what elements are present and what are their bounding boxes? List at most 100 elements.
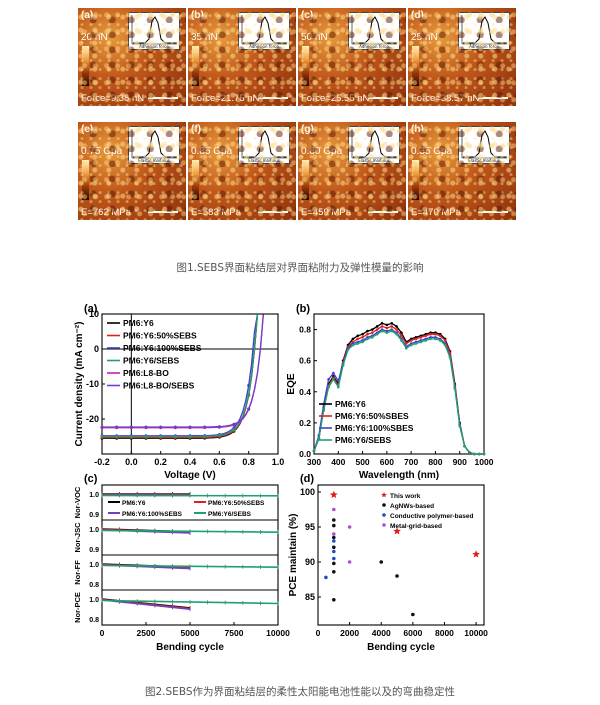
jv-marker [232,428,236,432]
legend-label: PM6:Y6 [335,399,366,409]
eqe-marker [468,451,471,454]
jv-curve [102,313,259,438]
eqe-marker [409,339,413,342]
eqe-marker [327,385,330,389]
x-tick-label: 300 [307,457,321,467]
x-tick-label: -0.2 [94,457,110,467]
y-tick-label: 85 [305,592,315,602]
y-axis-label: EQE [286,373,297,394]
eqe-marker [370,328,374,331]
y-axis-label: Current density (mA cm⁻²) [74,322,85,447]
data-point [411,612,415,617]
y-tick-label: -20 [86,414,99,424]
eqe-marker [385,331,389,334]
data-point [395,574,399,578]
colorbar [412,46,419,86]
histogram-inset: Adhesion force [348,12,400,50]
legend-label: PM6:Y6:100%SBES [335,423,414,433]
data-point [324,575,328,580]
eqe-marker [434,337,437,341]
x-tick-label: 0.4 [184,457,197,467]
figure2: -0.2 0.0 0.2 0.4 0.6 0.8 1.0 -20 -10 0 10 Voltage (… [73,303,494,653]
y-tick-label: 0.8 [89,582,99,589]
jv-marker [115,425,119,429]
data-point [332,535,336,540]
chart-b-eqe: 300 400 500 600 700 800 900 1000 0.0 0.2 0.4 0.6 0.8… [286,303,494,481]
jv-marker [188,434,192,438]
panel-label: (c) [84,473,98,485]
jv-marker [232,422,236,426]
row-axis-label: Nor-JSC [73,522,82,553]
eqe-marker [356,337,360,341]
eqe-marker [356,342,360,345]
chart-d-pce-maintain: 0 2000 4000 6000 8000 10000 85 90 95 100 Bending c… [288,473,488,653]
panel-value: E=459 MPa [301,207,351,218]
data-point [332,598,336,602]
y-tick-label: 100 [300,487,315,497]
eqe-marker [458,424,462,428]
afm-panel: (b) 35 nN Force=21.75 nN Adhesion force [188,8,296,106]
legend-label: PM6:Y6:100%SEBS [122,511,183,518]
data-point-star [330,490,338,498]
colorbar-scale: 0.85 Gpa [191,146,233,157]
legend-label: PM6:Y6:50%SBES [335,411,409,421]
data-point [347,525,352,529]
panel-value: E=762 MPa [81,207,131,218]
eqe-marker [409,343,413,347]
eqe-marker [443,343,447,347]
eqe-marker [443,339,447,342]
x-tick-label: 600 [380,457,394,467]
afm-panel: (c) 50 nN Force=25.55 nN Adhesion force [298,8,406,106]
y-tick-label: 1.0 [89,597,99,604]
eqe-marker [317,437,321,440]
x-tick-label: 4000 [372,628,391,638]
eqe-marker [414,337,418,341]
eqe-marker [395,325,398,328]
inset-axis-label: Elastic modulus [468,158,500,163]
y-tick-label: 0.9 [89,512,99,519]
figure2-caption: 图2.SEBS作为界面粘结层的柔性太阳能电池性能以及的弯曲稳定性 [145,686,455,698]
inset-axis-label: Elastic modulus [358,158,390,163]
eqe-marker [341,364,345,367]
eqe-marker [482,452,486,456]
y-tick-label: 0.4 [299,387,311,397]
x-tick-label: 1.0 [272,457,285,467]
legend-marker [382,503,386,507]
colorbar-scale: 0.75 Gpa [81,146,123,157]
x-tick-label: 400 [331,457,345,467]
eqe-marker [346,348,350,352]
eqe-marker [414,342,418,345]
scale-bar [148,211,178,213]
data-point [332,523,336,528]
eqe-marker [322,409,326,412]
jv-marker [159,434,163,438]
eqe-marker [424,334,428,338]
eqe-marker [366,337,369,341]
data-point [332,556,336,561]
jv-marker [144,425,148,429]
data-point [332,549,336,554]
inset-axis-label: Elastic modulus [248,158,280,163]
legend-marker [382,513,386,517]
colorbar [192,160,199,200]
colorbar [82,46,89,86]
histogram-inset: Elastic modulus [238,126,290,164]
panel-label: (d) [300,473,314,485]
eqe-marker [380,325,384,328]
inset-axis-label: Adhesion force [359,44,389,49]
legend-label: PM6:Y6 [123,318,154,328]
x-tick-label: 6000 [403,628,422,638]
eqe-marker [380,322,384,325]
inset-axis-label: Adhesion force [469,44,499,49]
eqe-marker [332,371,335,375]
colorbar-scale: 20 nN [81,32,108,43]
y-tick-label: 0 [94,344,99,354]
legend-label: PM6:Y6/SEBS [123,356,180,366]
colorbar [302,46,309,86]
legend-label: Metal-grid-based [390,523,442,530]
x-tick-label: 0 [316,628,321,638]
panel-value: E=470 MPa [411,207,461,218]
data-point-star [381,492,387,498]
jv-curve [102,313,259,439]
data-point [347,560,352,564]
